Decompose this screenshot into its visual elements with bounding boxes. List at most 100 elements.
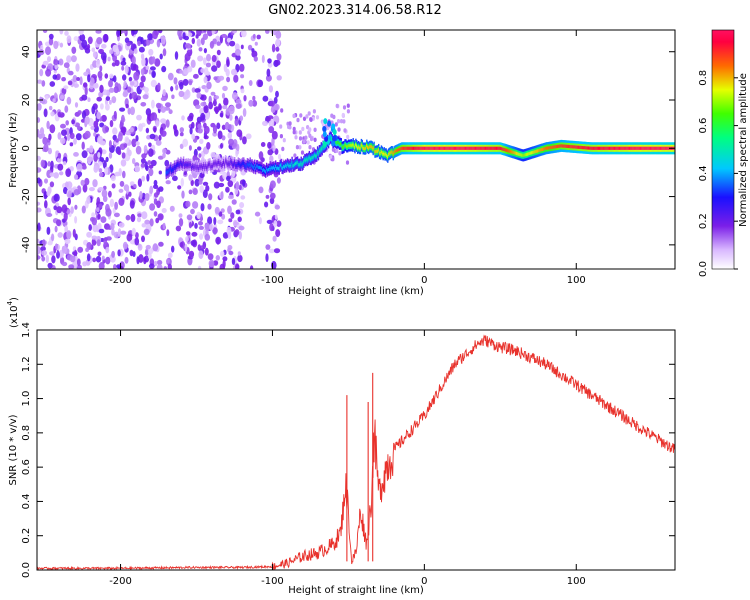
trace-core [660, 146, 662, 150]
trace-core [347, 143, 350, 148]
trace-core [609, 146, 611, 150]
trace-core [232, 163, 234, 167]
noise-cell [231, 199, 237, 205]
noise-cell [46, 120, 50, 130]
trace-core [573, 145, 575, 149]
trace-core [419, 146, 421, 150]
noise-cell [122, 241, 128, 250]
noise-cell [148, 142, 152, 148]
noise-cell [275, 90, 279, 98]
noise-cell [40, 159, 45, 168]
noise-cell [275, 46, 280, 52]
noise-cell [147, 33, 154, 41]
noise-cell [247, 44, 253, 51]
noise-cell [157, 213, 164, 221]
trace-core [444, 146, 446, 150]
noise-cell [86, 253, 91, 262]
noise-cell [138, 46, 145, 53]
noise-cell [214, 206, 220, 215]
y-tick-label: 0 [21, 145, 32, 151]
trace-core [566, 144, 568, 148]
noise-cell [91, 235, 98, 240]
noise-cell [222, 105, 228, 110]
noise-cell [161, 208, 167, 213]
noise-cell [161, 65, 167, 73]
noise-cell [243, 95, 247, 102]
noise-cell [153, 127, 157, 133]
noise-cell [198, 153, 202, 158]
trace-core [606, 146, 609, 150]
trace-core [318, 149, 321, 153]
trace-core [572, 145, 574, 149]
noise-cell [163, 266, 168, 269]
trace-core [655, 146, 657, 150]
noise-cell [96, 37, 103, 45]
noise-cell [268, 126, 275, 134]
trace-core [228, 161, 230, 165]
noise-cell [273, 248, 281, 254]
trace-core [320, 146, 322, 150]
noise-cell [105, 156, 109, 163]
noise-cell [60, 94, 65, 100]
noise-cell [331, 157, 335, 162]
noise-cell [208, 193, 213, 201]
trace-core [496, 146, 498, 150]
trace-core [458, 146, 460, 150]
trace-core [442, 146, 445, 150]
noise-cell [339, 119, 344, 124]
noise-cell [110, 255, 116, 263]
noise-cell [160, 130, 167, 137]
trace-core [373, 146, 375, 150]
trace-core [453, 146, 455, 150]
noise-cell [122, 91, 128, 98]
noise-cell [156, 259, 163, 266]
noise-cell [186, 214, 193, 221]
noise-cell [215, 254, 220, 261]
trace-core [417, 146, 419, 150]
noise-cell [95, 30, 102, 34]
trace-core [470, 146, 473, 150]
noise-cell [96, 239, 101, 247]
noise-cell [144, 193, 150, 201]
noise-cell [179, 132, 184, 137]
noise-cell [76, 258, 81, 267]
noise-cell [113, 264, 117, 269]
trace-core [323, 145, 325, 149]
noise-cell [120, 159, 127, 167]
noise-cell [271, 260, 277, 269]
noise-cell [266, 219, 273, 224]
trace-core [640, 146, 642, 150]
trace-core [498, 146, 500, 150]
noise-cell [196, 30, 202, 37]
trace-core [224, 159, 227, 163]
trace-core [262, 168, 264, 173]
noise-cell [49, 181, 55, 188]
noise-cell [145, 38, 151, 46]
trace-core [504, 148, 507, 152]
noise-cell [39, 68, 44, 77]
noise-cell [103, 34, 109, 42]
noise-cell [64, 238, 71, 244]
trace-wisp [323, 118, 328, 125]
svg-text:(x104): (x104) [6, 297, 20, 328]
noise-cell [79, 33, 86, 42]
noise-cell [116, 264, 122, 269]
trace-core [474, 146, 476, 150]
trace-core [216, 162, 219, 166]
noise-cell [136, 256, 140, 265]
trace-core [193, 165, 196, 169]
trace-core [623, 146, 625, 150]
trace-core [386, 153, 388, 158]
trace-core [657, 146, 660, 150]
y-multiplier-base: (x10 [9, 305, 20, 328]
trace-core [185, 162, 188, 166]
noise-cell [139, 191, 143, 200]
trace-core [521, 153, 523, 157]
noise-cell [81, 110, 87, 120]
trace-core [268, 168, 270, 172]
noise-cell [158, 186, 164, 192]
spectrogram-signal-trace [165, 118, 675, 180]
noise-cell [196, 211, 201, 219]
trace-core [419, 146, 422, 150]
trace-core [317, 152, 320, 156]
